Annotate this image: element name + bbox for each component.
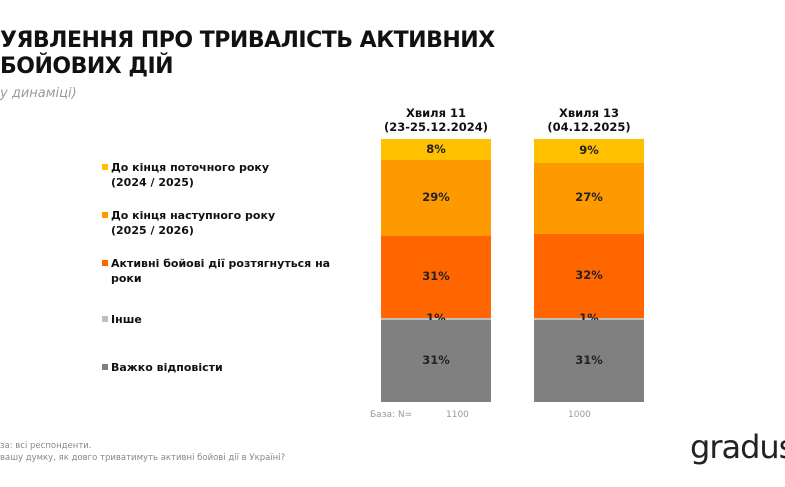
bar-segment (534, 233, 644, 318)
base-value-2: 1000 (568, 410, 591, 420)
bar-segment (381, 317, 491, 321)
bar-segment (381, 236, 491, 318)
data-label: 29% (422, 190, 450, 205)
legend-label-line: роки (111, 272, 142, 285)
legend-label: Інше (111, 312, 142, 327)
bar-segment (381, 320, 491, 402)
legend-label: До кінця наступного року (2025 / 2026) (111, 208, 275, 238)
bar-segment (534, 320, 644, 402)
footer-base: за: всі респонденти. (0, 441, 92, 451)
wave-date: (23-25.12.2024) (383, 120, 489, 134)
legend-label-line: До кінця наступного року (111, 209, 276, 222)
column-header: Хвиля 11 (23-25.12.2024) (361, 106, 511, 134)
legend-label-line: Інше (111, 313, 142, 326)
legend-label: Активні бойові дії розтягнуться на роки (111, 256, 330, 286)
legend-swatch (102, 212, 108, 218)
data-label: 31% (422, 353, 450, 368)
wave-date: (04.12.2025) (547, 120, 631, 134)
legend-swatch (102, 260, 108, 266)
data-label: 32% (575, 267, 603, 282)
subtitle: у динаміці) (0, 86, 77, 101)
wave-name: Хвиля 13 (558, 106, 619, 120)
legend-label-line: Активні бойові дії розтягнуться на (111, 257, 331, 270)
column-header: Хвиля 13 (04.12.2025) (514, 106, 664, 134)
gradus-logo: gradus (690, 428, 785, 466)
legend-label: Важко відповісти (111, 360, 223, 375)
legend-swatch (102, 316, 108, 322)
legend-item: Інше (102, 312, 342, 327)
legend-label-line: (2024 / 2025) (111, 176, 194, 189)
legend-item: Активні бойові дії розтягнуться на роки (102, 256, 342, 286)
legend-item: До кінця наступного року (2025 / 2026) (102, 208, 342, 238)
bar-segment (381, 160, 491, 237)
data-label: 31% (422, 269, 450, 284)
bar-segment (534, 139, 644, 163)
legend-item: До кінця поточного року (2024 / 2025) (102, 160, 342, 190)
legend-swatch (102, 164, 108, 170)
footer-question: вашу думку, як довго триватимуть активні… (0, 453, 286, 463)
legend-item: Важко відповісти (102, 360, 342, 375)
data-label: 9% (579, 142, 599, 157)
legend: До кінця поточного року (2024 / 2025) До к… (102, 160, 352, 390)
data-label: 8% (426, 141, 446, 156)
page-title: УЯВЛЕННЯ ПРО ТРИВАЛІСТЬ АКТИВНИХ БОЙОВИХ… (0, 28, 495, 80)
bar-segment (534, 162, 644, 234)
title-line-2: БОЙОВИХ ДІЙ (0, 54, 174, 79)
legend-swatch (102, 364, 108, 370)
legend-label-line: До кінця поточного року (111, 161, 270, 174)
legend-label-line: Важко відповісти (111, 361, 223, 374)
bar-segment (381, 139, 491, 161)
wave-name: Хвиля 11 (405, 106, 466, 120)
data-label: 27% (575, 190, 603, 205)
base-value-1: 1100 (446, 410, 469, 420)
bar-segment (534, 317, 644, 321)
base-label: База: N= (370, 410, 413, 420)
data-label: 31% (575, 353, 603, 368)
legend-label: До кінця поточного року (2024 / 2025) (111, 160, 269, 190)
title-line-1: УЯВЛЕННЯ ПРО ТРИВАЛІСТЬ АКТИВНИХ (0, 28, 495, 53)
legend-label-line: (2025 / 2026) (111, 224, 194, 237)
